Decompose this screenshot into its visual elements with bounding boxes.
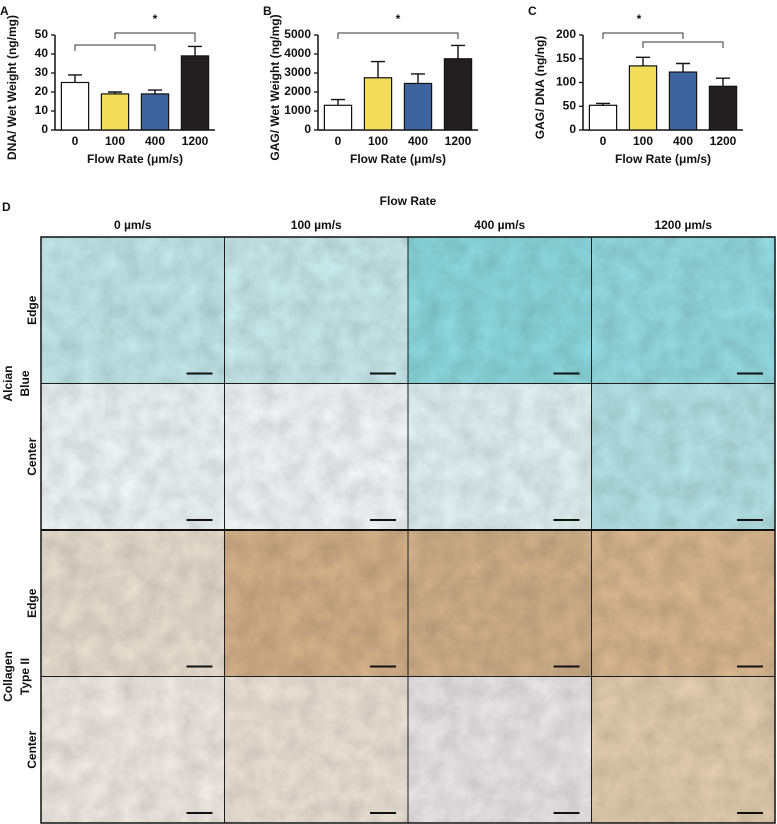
y-tick-label: 150 xyxy=(556,51,576,65)
y-tick-label: 20 xyxy=(35,84,49,98)
bar xyxy=(588,104,618,131)
error-bar xyxy=(148,89,162,94)
x-tick-label: 1200 xyxy=(710,134,737,148)
error-bar xyxy=(676,62,690,73)
y-tick-label: 40 xyxy=(35,46,49,60)
micrograph xyxy=(224,529,409,677)
error-bar xyxy=(411,73,425,84)
micrograph xyxy=(591,236,776,384)
panel-label: D xyxy=(2,200,11,214)
column-header: 400 µm/s xyxy=(474,218,525,232)
x-tick-label: 100 xyxy=(105,134,125,148)
row-label: Edge xyxy=(25,588,39,618)
micrograph xyxy=(40,529,225,677)
micrograph xyxy=(591,383,776,531)
x-tick-label: 0 xyxy=(600,134,607,148)
micrograph xyxy=(591,676,776,824)
x-axis-label: Flow Rate (μm/s) xyxy=(87,152,183,166)
micrograph xyxy=(224,383,409,531)
row-label: Edge xyxy=(25,295,39,325)
y-tick-label: 1000 xyxy=(284,103,311,117)
x-tick-label: 100 xyxy=(368,134,388,148)
row-label: Center xyxy=(25,730,39,768)
micrograph xyxy=(224,676,409,824)
bar xyxy=(668,71,698,131)
y-axis-label: GAG/ Wet Weight (ng/mg) xyxy=(268,14,282,160)
row-group-label: Collagen xyxy=(1,651,15,702)
x-tick-label: 400 xyxy=(673,134,693,148)
micrograph xyxy=(40,676,225,824)
row-group-label: Alcian xyxy=(1,365,15,401)
y-tick-label: 50 xyxy=(35,27,49,41)
y-tick-label: 4000 xyxy=(284,46,311,60)
significance-star: * xyxy=(153,12,158,26)
row-group-label: Type II xyxy=(18,658,32,695)
column-header: 100 µm/s xyxy=(291,218,342,232)
y-tick-label: 200 xyxy=(556,27,576,41)
y-tick-label: 0 xyxy=(41,122,48,136)
error-bar xyxy=(451,44,465,59)
x-tick-label: 100 xyxy=(633,134,653,148)
error-bar xyxy=(716,77,730,87)
x-axis-label: Flow Rate (μm/s) xyxy=(350,152,446,166)
panel-label: B xyxy=(263,4,272,18)
error-bar xyxy=(636,56,650,66)
micrograph xyxy=(591,529,776,677)
bar xyxy=(628,65,658,131)
error-bar xyxy=(68,74,82,83)
panel-title: Flow Rate xyxy=(380,194,437,208)
bar xyxy=(180,55,210,131)
y-axis-label: GAG/ DNA (ng/ng) xyxy=(533,36,547,140)
y-tick-label: 3000 xyxy=(284,65,311,79)
column-header: 0 µm/s xyxy=(114,218,152,232)
y-tick-label: 50 xyxy=(563,98,577,112)
y-tick-label: 10 xyxy=(35,103,49,117)
y-tick-label: 0 xyxy=(304,122,311,136)
bar xyxy=(100,93,130,131)
panel-label: C xyxy=(528,4,537,18)
significance-bracket xyxy=(602,32,684,39)
y-tick-label: 5000 xyxy=(284,27,311,41)
error-bar xyxy=(371,60,385,78)
x-tick-label: 400 xyxy=(145,134,165,148)
row-label: Center xyxy=(25,437,39,475)
micrograph xyxy=(407,236,592,384)
bar xyxy=(323,104,353,131)
error-bar xyxy=(188,45,202,56)
micrograph xyxy=(407,529,592,677)
micrograph xyxy=(407,676,592,824)
panel-label: A xyxy=(0,4,9,18)
y-tick-label: 30 xyxy=(35,65,49,79)
bar xyxy=(443,58,473,131)
micrograph xyxy=(40,236,225,384)
x-tick-label: 400 xyxy=(408,134,428,148)
x-tick-label: 0 xyxy=(335,134,342,148)
significance-bracket xyxy=(74,44,156,51)
significance-bracket xyxy=(642,41,724,48)
column-header: 1200 µm/s xyxy=(654,218,712,232)
x-tick-label: 0 xyxy=(72,134,79,148)
error-bar xyxy=(331,98,345,106)
row-group-label: Blue xyxy=(18,370,32,396)
micrograph xyxy=(224,236,409,384)
significance-bracket xyxy=(337,32,459,39)
significance-star: * xyxy=(637,12,642,26)
bar xyxy=(140,93,170,131)
significance-bracket xyxy=(114,32,196,42)
y-axis-label: DNA/ Wet Weight (ng/mg) xyxy=(5,15,19,160)
bar xyxy=(60,81,90,131)
x-tick-label: 1200 xyxy=(182,134,209,148)
y-tick-label: 2000 xyxy=(284,84,311,98)
bar xyxy=(363,77,393,131)
bar xyxy=(708,85,738,131)
micrograph xyxy=(40,383,225,531)
y-tick-label: 100 xyxy=(556,75,576,89)
bar xyxy=(403,82,433,131)
y-tick-label: 0 xyxy=(569,122,576,136)
micrograph xyxy=(407,383,592,531)
x-tick-label: 1200 xyxy=(445,134,472,148)
x-axis-label: Flow Rate (μm/s) xyxy=(615,152,711,166)
significance-star: * xyxy=(396,12,401,26)
